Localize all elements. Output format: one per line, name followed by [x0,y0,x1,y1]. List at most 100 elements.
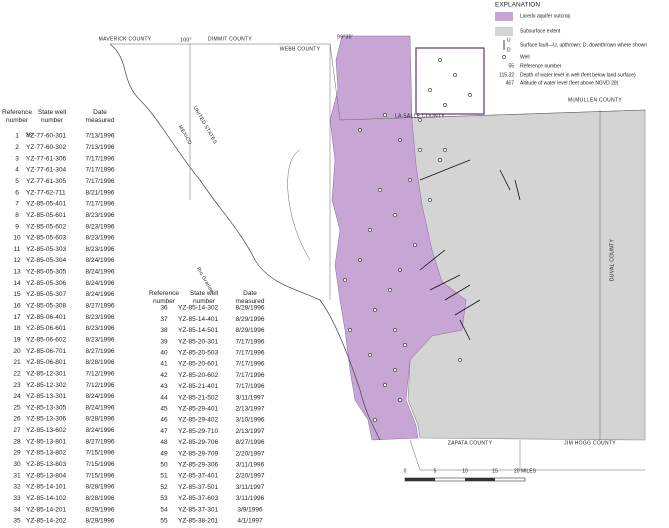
well [398,138,402,142]
table-cell: 19 [13,336,21,343]
table-cell: 33 [13,495,21,502]
table-header: State well number [190,290,219,305]
map-label: JIM HOGG COUNTY [564,440,616,446]
table-cell: 8/27/1996 [86,348,115,355]
well [443,148,447,152]
table-cell: 37 [160,316,168,323]
table-cell: YZ-77-61-304 [26,167,66,174]
table-cell: 54 [160,506,168,513]
table-cell: YZ-77-61-306 [26,155,66,162]
table-cell: 3 [15,155,19,162]
legend-label: Reference number [520,63,562,69]
legend-sample: 467 [506,80,515,86]
map [109,35,646,482]
map-label: DIMMIT COUNTY [208,36,252,42]
table-cell: YZ-85-21-502 [178,394,218,401]
table-cell: 8/29/1996 [236,316,265,323]
table-cell: YZ-85-20-601 [178,361,218,368]
table-cell: YZ-85-38-201 [178,518,218,525]
table-cell: 8/28/1996 [86,416,115,423]
table-cell: 8/24/1996 [86,427,115,434]
table-cell: YZ-85-06-401 [26,314,66,321]
table-cell: YZ-85-14-202 [26,518,66,525]
map-label: ZAPATA COUNTY [448,440,493,446]
table-cell: YZ-85-21-401 [178,383,218,390]
table-cell: 52 [160,484,168,491]
table-cell: 39 [160,338,168,345]
table-cell: 7/17/1996 [86,201,115,208]
table-cell: YZ-85-14-101 [26,484,66,491]
well [428,88,432,92]
well [453,73,457,77]
table-cell: 8 [15,212,19,219]
well [418,148,422,152]
laredo-outcrop [329,35,467,441]
table-cell: 7/13/1996 [86,144,115,151]
table-cell: 6 [15,189,19,196]
table-cell: YZ-85-05-401 [26,201,66,208]
table-cell: YZ-85-37-603 [178,495,218,502]
table-cell: 46 [160,417,168,424]
table-cell: 11 [14,246,21,253]
table-cell: YZ-85-06-801 [26,359,66,366]
table-cell: 7/12/1996 [86,370,115,377]
table-cell: 48 [160,439,168,446]
well [393,213,397,217]
table-cell: YZ-85-05-304 [26,257,66,264]
table-cell: 7/13/1996 [86,133,115,140]
legend-title: EXPLANATION [495,2,540,9]
table-cell: YZ-85-13-801 [26,438,66,445]
table-cell: 14 [13,280,21,287]
table-cell: 26 [13,416,21,423]
well [468,93,472,97]
table-cell: 8/23/1996 [86,314,115,321]
table-cell: 7/17/1996 [236,350,265,357]
table-cell: 7/15/1996 [86,472,115,479]
rio-grande [109,43,381,441]
well [373,418,377,422]
table-cell: 47 [160,428,168,435]
table-cell: 7/15/1996 [86,450,115,457]
table-cell: YZ-85-29-706 [178,439,218,446]
table-cell: 8/28/1996 [236,305,265,312]
table-cell: 20 [13,348,21,355]
well [373,308,377,312]
table-cell: YZ-85-05-602 [26,223,66,230]
table-cell: 45 [160,406,168,413]
table-cell: 8/28/1996 [86,359,115,366]
table-cell: 13 [13,269,21,276]
table-cell: 8/23/1996 [86,246,115,253]
table-cell: 3/11/1997 [236,394,265,401]
table-cell: YZ-77-60-301 [26,133,66,140]
table-cell: YZ-85-13-305 [26,404,66,411]
table-cell: YZ-85-29-710 [178,428,218,435]
well [358,128,362,132]
table-cell: YZ-85-20-301 [178,338,218,345]
table-cell: 30 [13,461,21,468]
table-cell: YZ-85-06-701 [26,348,66,355]
map-label: 100° [180,37,192,43]
table-cell: 8/23/1996 [86,325,115,332]
table-cell: YZ-85-06-601 [26,325,66,332]
legend-sample: 115.32 [499,72,514,78]
legend-label: Subsurface extent [520,28,561,34]
table-cell: 7/17/1996 [86,155,115,162]
legend-label: Well [520,54,530,60]
map-label: 99°30' [337,34,353,40]
faults [419,159,521,341]
map-label: McMULLEN COUNTY [568,97,622,103]
map-label: MAVERICK COUNTY [99,36,152,42]
table-cell: 8/29/1996 [236,327,265,334]
table-cell: YZ-85-05-305 [26,269,66,276]
table-cell: 25 [13,404,21,411]
table-cell: 2/13/1997 [236,406,265,413]
table-cell: 3/10/1996 [236,417,265,424]
table-cell: YZ-85-20-503 [178,350,218,357]
table-cell: 51 [160,473,168,480]
table-cell: YZ-85-12-302 [26,382,66,389]
table-cell: YZ-77-62-711 [26,189,66,196]
well [348,328,352,332]
table-cell: 3/11/1996 [236,495,265,502]
scale-unit: 20 MILES [514,468,537,474]
